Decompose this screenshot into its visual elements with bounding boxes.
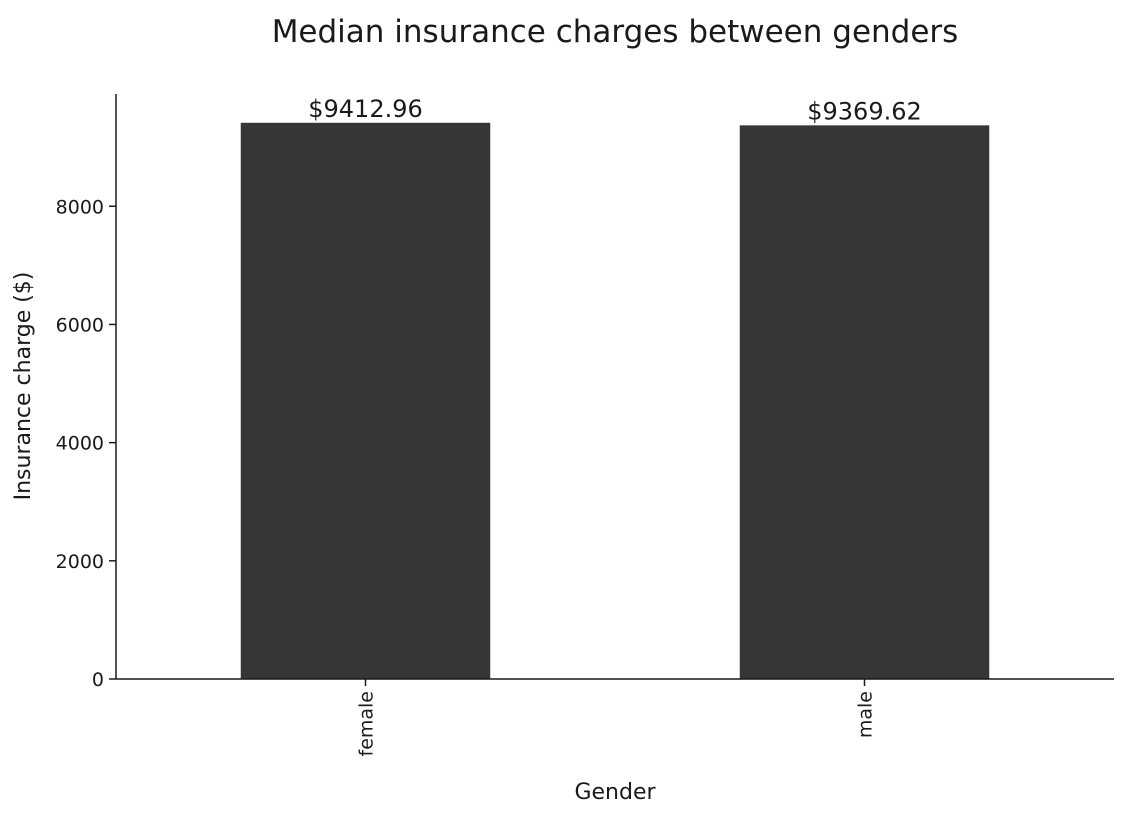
y-ticks-layer: 0 2000 4000 6000 8000: [56, 196, 116, 691]
x-ticks-layer: female male: [356, 679, 877, 757]
bars-layer: [240, 122, 990, 679]
bar-male: [739, 125, 990, 679]
x-axis-label: Gender: [574, 780, 656, 805]
bar-value-label-female: $9412.96: [308, 95, 423, 123]
x-tick-label-male: male: [855, 691, 877, 738]
y-tick-label-2000: 2000: [56, 551, 104, 573]
y-tick-label-0: 0: [92, 669, 104, 691]
value-labels-layer: $9412.96 $9369.62: [308, 95, 922, 126]
bar-value-label-male: $9369.62: [807, 97, 922, 125]
bar-female: [240, 122, 491, 679]
y-tick-label-6000: 6000: [56, 314, 104, 336]
y-tick-label-8000: 8000: [56, 196, 104, 218]
y-axis-label: Insurance charge ($): [11, 272, 36, 501]
y-tick-label-4000: 4000: [56, 433, 104, 455]
x-tick-label-female: female: [356, 691, 378, 757]
chart-title: Median insurance charges between genders: [272, 14, 959, 50]
